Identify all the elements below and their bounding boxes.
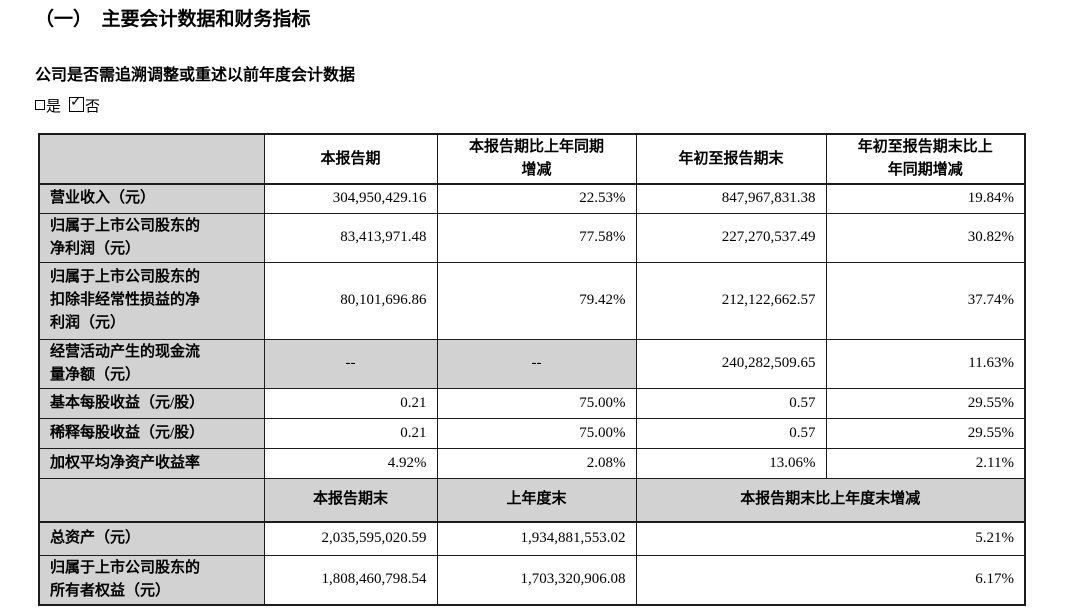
cell-ytd-yoy: 11.63% (825, 338, 1026, 389)
cell-eop-change: 5.21% (635, 521, 1026, 556)
header-current-period: 本报告期 (263, 133, 438, 185)
row-operating-cash-flow: 经营活动产生的现金流 量净额（元） -- -- 240,282,509.65 1… (38, 338, 1026, 389)
cell-current-yoy: 79.42% (436, 261, 637, 340)
row-equity-attributable-to-shareholders: 归属于上市公司股东的 所有者权益（元） 1,808,460,798.54 1,7… (38, 554, 1026, 605)
cell-current-period: 80,101,696.86 (263, 261, 438, 340)
checkbox-no-label: 否 (85, 99, 101, 115)
checkbox-yes-option: 是 (35, 99, 61, 115)
cell-current-yoy: 75.00% (436, 387, 637, 419)
restatement-question: 公司是否需追溯调整或重述以前年度会计数据 (35, 67, 356, 84)
cell-current-period: -- (263, 338, 438, 389)
cell-current-period: 4.92% (263, 447, 438, 479)
cell-ytd-yoy: 37.74% (825, 261, 1026, 340)
cell-ytd: 227,270,537.49 (635, 212, 827, 263)
cell-current-period: 304,950,429.16 (263, 183, 438, 214)
header-prev-year-end: 上年度末 (436, 477, 637, 523)
row-label: 归属于上市公司股东的 所有者权益（元） (38, 554, 265, 605)
cell-prev-year-end: 1,703,320,906.08 (436, 554, 637, 605)
checkbox-checked-icon: ✓ (69, 94, 85, 112)
cell-ytd-yoy: 29.55% (825, 417, 1026, 449)
row-operating-revenue: 营业收入（元） 304,950,429.16 22.53% 847,967,83… (38, 183, 1026, 214)
cell-eop-change: 6.17% (635, 554, 1026, 605)
cell-ytd-yoy: 2.11% (825, 447, 1026, 479)
row-net-profit: 归属于上市公司股东的 净利润（元） 83,413,971.48 77.58% 2… (38, 212, 1026, 263)
eop-header-empty-cell (38, 477, 265, 523)
cell-current-yoy: 77.58% (436, 212, 637, 263)
section-title: （一） 主要会计数据和财务指标 (35, 9, 311, 30)
cell-ytd-yoy: 29.55% (825, 387, 1026, 419)
row-label: 总资产（元） (38, 521, 265, 556)
cell-end-of-period: 1,808,460,798.54 (263, 554, 438, 605)
cell-current-yoy: 75.00% (436, 417, 637, 449)
row-label: 稀释每股收益（元/股） (38, 417, 265, 449)
checkbox-no-option: ✓ 否 (69, 94, 101, 115)
row-label: 营业收入（元） (38, 183, 265, 214)
row-net-profit-excl-nonrecurring: 归属于上市公司股东的 扣除非经常性损益的净 利润（元） 80,101,696.8… (38, 261, 1026, 340)
cell-ytd: 0.57 (635, 417, 827, 449)
cell-ytd-yoy: 19.84% (825, 183, 1026, 214)
checkbox-yes-label: 是 (46, 99, 62, 115)
row-label: 归属于上市公司股东的 净利润（元） (38, 212, 265, 263)
row-label: 基本每股收益（元/股） (38, 387, 265, 419)
period-header-empty-cell (38, 133, 265, 185)
cell-current-yoy: -- (436, 338, 637, 389)
cell-current-yoy: 2.08% (436, 447, 637, 479)
cell-ytd: 240,282,509.65 (635, 338, 827, 389)
cell-ytd: 847,967,831.38 (635, 183, 827, 214)
row-label: 经营活动产生的现金流 量净额（元） (38, 338, 265, 389)
header-eop-change: 本报告期末比上年度末增减 (635, 477, 1026, 523)
row-label: 归属于上市公司股东的 扣除非经常性损益的净 利润（元） (38, 261, 265, 340)
cell-ytd: 212,122,662.57 (635, 261, 827, 340)
cell-ytd: 0.57 (635, 387, 827, 419)
row-total-assets: 总资产（元） 2,035,595,020.59 1,934,881,553.02… (38, 521, 1026, 556)
header-current-period-yoy: 本报告期比上年同期 增减 (436, 133, 637, 185)
financial-indicators-table: 本报告期 本报告期比上年同期 增减 年初至报告期末 年初至报告期末比上 年同期增… (38, 133, 1026, 606)
header-ytd: 年初至报告期末 (635, 133, 827, 185)
cell-end-of-period: 2,035,595,020.59 (263, 521, 438, 556)
row-diluted-eps: 稀释每股收益（元/股） 0.21 75.00% 0.57 29.55% (38, 417, 1026, 449)
cell-current-period: 0.21 (263, 387, 438, 419)
cell-prev-year-end: 1,934,881,553.02 (436, 521, 637, 556)
cell-ytd-yoy: 30.82% (825, 212, 1026, 263)
eop-header-row: 本报告期末 上年度末 本报告期末比上年度末增减 (38, 477, 1026, 523)
row-label: 加权平均净资产收益率 (38, 447, 265, 479)
cell-current-yoy: 22.53% (436, 183, 637, 214)
cell-current-period: 83,413,971.48 (263, 212, 438, 263)
restatement-answer-line: 是 ✓ 否 (35, 94, 1080, 117)
check-mark-icon: ✓ (70, 94, 82, 110)
header-ytd-yoy: 年初至报告期末比上 年同期增减 (825, 133, 1026, 185)
period-header-row: 本报告期 本报告期比上年同期 增减 年初至报告期末 年初至报告期末比上 年同期增… (38, 133, 1026, 185)
cell-current-period: 0.21 (263, 417, 438, 449)
row-weighted-avg-roe: 加权平均净资产收益率 4.92% 2.08% 13.06% 2.11% (38, 447, 1026, 479)
header-end-of-period: 本报告期末 (263, 477, 438, 523)
cell-ytd: 13.06% (635, 447, 827, 479)
checkbox-empty-icon (35, 100, 45, 110)
row-basic-eps: 基本每股收益（元/股） 0.21 75.00% 0.57 29.55% (38, 387, 1026, 419)
